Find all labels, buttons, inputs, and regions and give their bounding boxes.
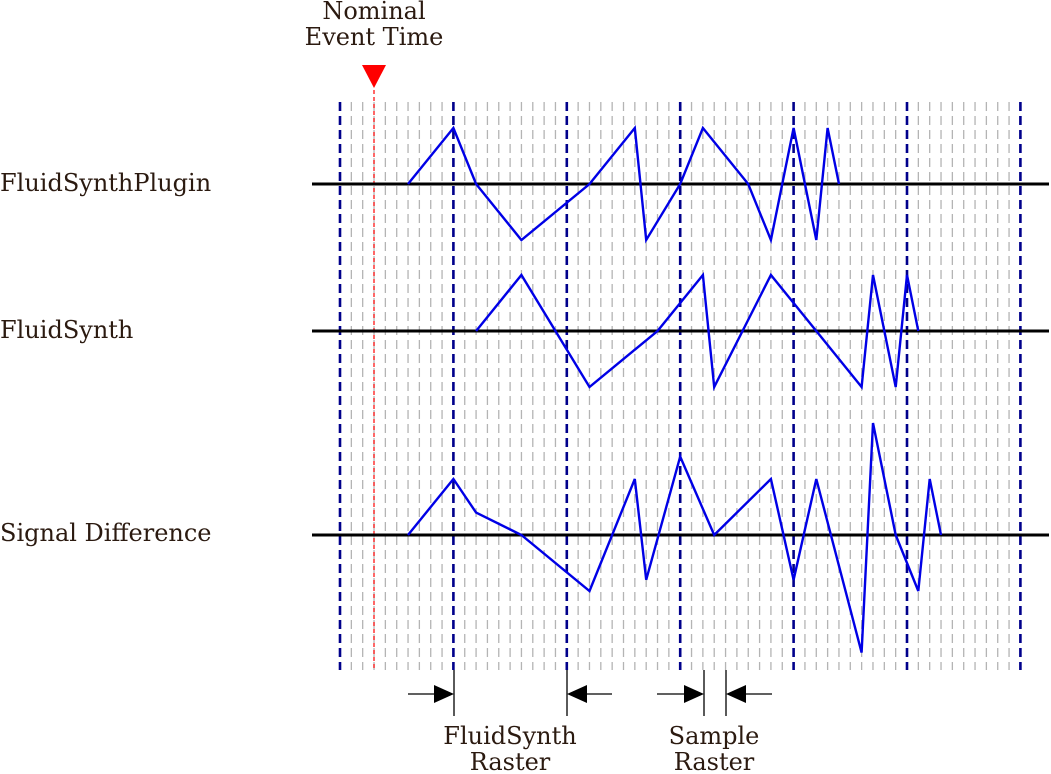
sample-raster-caption-line2: Raster [674, 748, 755, 774]
fluidsynth-signal [475, 271, 920, 392]
row-label-fluidsynth: FluidSynth [0, 316, 133, 344]
row-label-fluidsynth-plugin: FluidSynthPlugin [0, 169, 211, 197]
sample-raster-arrow-left-icon [684, 685, 704, 703]
nominal-caption-line2: Event Time [305, 23, 444, 51]
fs-raster-arrow-left-icon [434, 685, 454, 703]
signal-difference-signal [407, 422, 943, 653]
fluidsynth-plugin-signal [407, 124, 841, 245]
sample-raster-arrow-right-icon [726, 685, 746, 703]
nominal-caption-line1: Nominal [322, 0, 425, 25]
fluidsynth-raster-grid [338, 102, 1022, 670]
fs-raster-arrow-right-icon [567, 685, 587, 703]
sample-raster-caption-line1: Sample [669, 722, 760, 750]
fs-raster-caption-line2: Raster [470, 748, 551, 774]
fs-raster-caption-line1: FluidSynth [443, 722, 576, 750]
nominal-event-arrow-icon [362, 65, 386, 88]
row-label-signal-difference: Signal Difference [0, 519, 212, 547]
